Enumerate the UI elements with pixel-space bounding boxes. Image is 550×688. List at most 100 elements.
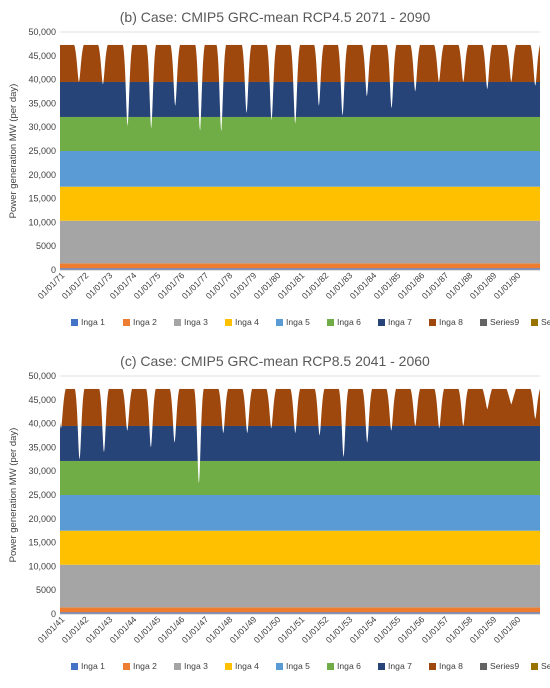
area-inga-5: [60, 150, 540, 187]
area-inga-3: [60, 564, 540, 608]
generation-dip: [290, 43, 301, 124]
area-inga-5: [60, 494, 540, 531]
legend-swatch: [174, 663, 181, 670]
y-tick-label: 45,000: [28, 395, 56, 405]
generation-dip: [97, 43, 108, 85]
legend-swatch: [174, 319, 181, 326]
legend-swatch: [123, 319, 130, 326]
legend-swatch: [531, 663, 538, 670]
y-tick-label: 25,000: [28, 490, 56, 500]
legend-swatch: [225, 319, 232, 326]
legend-swatch: [480, 319, 487, 326]
y-tick-label: 20,000: [28, 514, 56, 524]
legend-label: Inga 6: [337, 661, 361, 671]
generation-dip: [266, 43, 277, 121]
y-tick-label: 5000: [36, 585, 56, 595]
y-tick-label: 15,000: [28, 194, 56, 204]
chart-svg-b: (b) Case: CMIP5 GRC-mean RCP4.5 2071 - 2…: [8, 9, 550, 327]
legend-label: Series10: [541, 317, 550, 327]
legend-label: Inga 6: [337, 317, 361, 327]
area-inga-6: [60, 116, 540, 151]
legend-label: Inga 3: [184, 661, 208, 671]
area-inga-6: [60, 460, 540, 495]
area-inga-8: [60, 44, 540, 82]
plot-headroom: [60, 374, 540, 389]
legend-label: Inga 7: [388, 317, 412, 327]
area-inga-7: [60, 81, 540, 117]
generation-dip: [458, 387, 469, 426]
generation-dip: [99, 387, 110, 453]
legend-label: Inga 1: [81, 661, 105, 671]
generation-dip: [241, 43, 252, 113]
legend-swatch: [429, 319, 436, 326]
chart-panel-b: (b) Case: CMIP5 GRC-mean RCP4.5 2071 - 2…: [8, 9, 550, 327]
generation-dip: [482, 43, 493, 90]
generation-dip: [361, 43, 372, 97]
y-tick-label: 10,000: [28, 217, 56, 227]
generation-dip: [386, 43, 397, 109]
generation-dip: [122, 43, 133, 126]
legend-swatch: [531, 319, 538, 326]
chart-title: (c) Case: CMIP5 GRC-mean RCP8.5 2041 - 2…: [120, 353, 430, 369]
y-tick-label: 0: [51, 265, 56, 275]
area-inga-8: [60, 388, 540, 426]
generation-dip: [386, 387, 397, 431]
legend-label: Inga 5: [286, 317, 310, 327]
legend-swatch: [71, 319, 78, 326]
y-axis-label: Power generation MW (per day): [8, 84, 19, 219]
legend-label: Inga 4: [235, 317, 259, 327]
legend-label: Inga 5: [286, 661, 310, 671]
generation-dip: [242, 387, 253, 434]
chart-title: (b) Case: CMIP5 GRC-mean RCP4.5 2071 - 2…: [120, 9, 431, 25]
y-tick-label: 50,000: [28, 371, 56, 381]
generation-dip: [338, 387, 349, 457]
generation-dip: [145, 387, 156, 448]
generation-dip: [337, 43, 348, 116]
legend-label: Inga 1: [81, 317, 105, 327]
legend-label: Inga 3: [184, 317, 208, 327]
generation-dip: [195, 43, 206, 131]
generation-dip: [266, 387, 277, 429]
generation-dip: [410, 43, 421, 92]
generation-dip: [122, 387, 133, 431]
plot-headroom: [60, 30, 540, 45]
generation-dip: [216, 43, 227, 132]
generation-dip: [218, 387, 229, 434]
y-tick-label: 45,000: [28, 51, 56, 61]
area-inga-1: [60, 612, 540, 614]
x-tick-label: 01/01/60: [492, 614, 523, 645]
chart-svg-c: (c) Case: CMIP5 GRC-mean RCP8.5 2041 - 2…: [8, 353, 550, 671]
generation-dip: [362, 387, 373, 443]
legend-label: Inga 7: [388, 661, 412, 671]
chart-panel-c: (c) Case: CMIP5 GRC-mean RCP8.5 2041 - 2…: [0, 344, 550, 688]
generation-dip: [410, 387, 421, 426]
y-tick-label: 30,000: [28, 466, 56, 476]
legend-label: Series9: [490, 317, 519, 327]
legend-swatch: [480, 663, 487, 670]
legend-swatch: [276, 319, 283, 326]
generation-dip: [506, 43, 517, 82]
area-inga-4: [60, 530, 540, 565]
generation-dip: [506, 387, 517, 405]
legend-swatch: [276, 663, 283, 670]
generation-dip: [433, 43, 444, 82]
legend-label: Inga 8: [439, 661, 463, 671]
legend-swatch: [123, 663, 130, 670]
legend-swatch: [225, 663, 232, 670]
y-tick-label: 50,000: [28, 27, 56, 37]
legend-swatch: [378, 319, 385, 326]
area-inga-2: [60, 607, 540, 613]
generation-dip: [434, 387, 445, 429]
generation-dip: [193, 387, 204, 484]
area-inga-2: [60, 263, 540, 269]
generation-dip: [170, 43, 181, 106]
generation-dip: [313, 43, 324, 106]
legend-label: Series9: [490, 661, 519, 671]
legend-label: Series10: [541, 661, 550, 671]
y-tick-label: 25,000: [28, 146, 56, 156]
area-inga-3: [60, 220, 540, 264]
generation-dip: [314, 387, 325, 436]
y-tick-label: 0: [51, 609, 56, 619]
y-axis-label: Power generation MW (per day): [8, 428, 19, 563]
y-tick-label: 15,000: [28, 538, 56, 548]
